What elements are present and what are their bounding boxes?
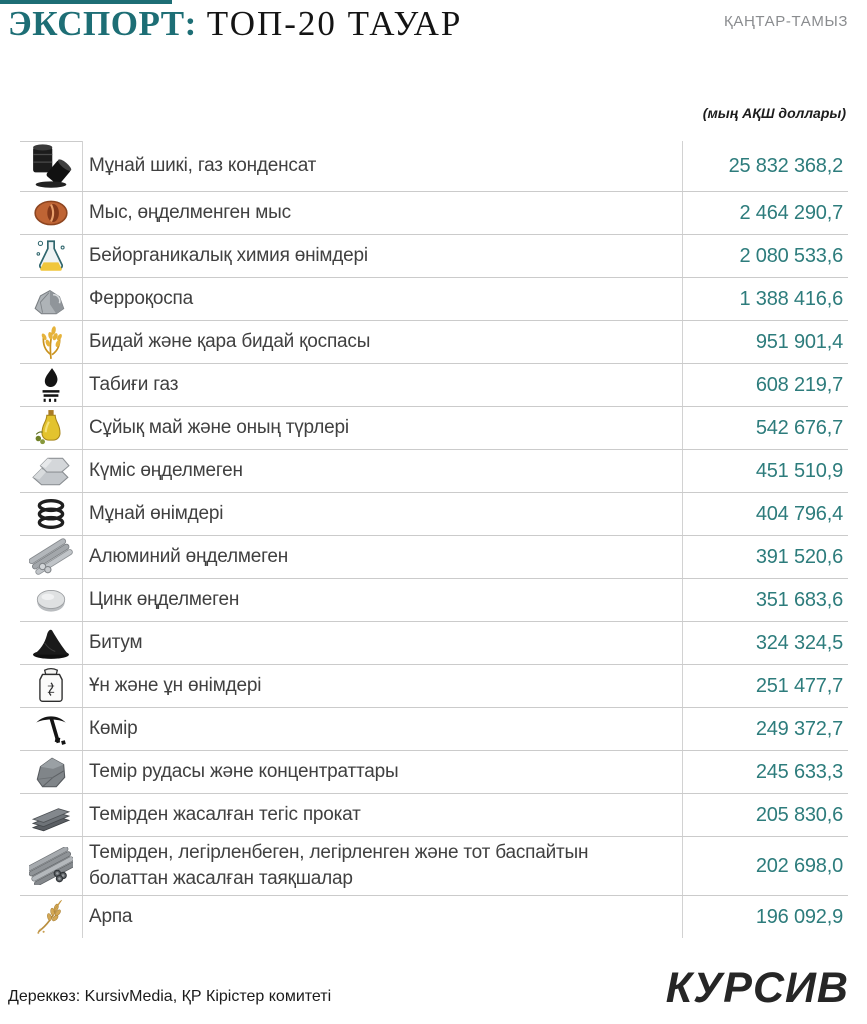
table-row: Ұн және ұн өнімдері 251 477,7 (20, 665, 848, 708)
row-value: 351 683,6 (755, 588, 843, 611)
coal-pickaxe-icon (29, 710, 73, 748)
row-label: Мұнай шикі, газ конденсат (83, 141, 683, 191)
rolled-steel-icon (29, 796, 73, 834)
row-value: 608 219,7 (755, 373, 843, 396)
row-label: Ферроқоспа (83, 278, 683, 320)
row-label: Темірден жасалған тегіс прокат (83, 794, 683, 836)
flour-sack-icon (29, 667, 73, 705)
table-row: Темірден жасалған тегіс прокат 205 830,6 (20, 794, 848, 837)
row-value: 2 464 290,7 (739, 201, 844, 224)
oil-barrels-icon (25, 143, 77, 189)
table-row: Битум 324 324,5 (20, 622, 848, 665)
wheat-icon (29, 323, 73, 361)
table-row: Темірден, легірленбеген, легірленген жән… (20, 837, 848, 897)
row-value: 542 676,7 (755, 416, 843, 439)
page-title: ЭКСПОРТ: ТОП-20 ТАУАР (8, 4, 462, 44)
row-value: 25 832 368,2 (728, 154, 844, 177)
row-label: Арпа (83, 896, 683, 939)
row-label: Темір рудасы және концентраттары (83, 751, 683, 793)
iron-ore-icon (29, 753, 73, 791)
row-label: Цинк өңделмеген (83, 579, 683, 621)
top-accent-bar (0, 0, 172, 4)
row-label: Көмір (83, 708, 683, 750)
row-value: 324 324,5 (755, 631, 843, 654)
table-row: Цинк өңделмеген 351 683,6 (20, 579, 848, 622)
row-value: 2 080 533,6 (739, 244, 844, 267)
table-row: Табиғи газ 608 219,7 (20, 364, 848, 407)
oil-bottle-icon (29, 409, 73, 447)
row-label: Ұн және ұн өнімдері (83, 665, 683, 707)
table-row: Алюминий өңделмеген 391 520,6 (20, 536, 848, 579)
row-value: 251 477,7 (755, 674, 843, 697)
row-value: 249 372,7 (755, 717, 843, 740)
table-row: Мұнай шикі, газ конденсат 25 832 368,2 (20, 141, 848, 192)
table-row: Бидай және қара бидай қоспасы 951 901,4 (20, 321, 848, 364)
barley-icon (29, 898, 73, 936)
table-row: Темір рудасы және концентраттары 245 633… (20, 751, 848, 794)
table-row: Ферроқоспа 1 388 416,6 (20, 278, 848, 321)
row-label: Алюминий өңделмеген (83, 536, 683, 578)
row-label: Күміс өңделмеген (83, 450, 683, 492)
bitumen-pile-icon (29, 624, 73, 662)
title-rest: ТОП-20 ТАУАР (206, 4, 463, 43)
period-label: ҚАҢТАР-ТАМЫЗ (724, 13, 848, 30)
row-label: Мыс, өңделменген мыс (83, 192, 683, 234)
row-value: 391 520,6 (755, 545, 843, 568)
table-row: Сұйық май және оның түрлері 542 676,7 (20, 407, 848, 450)
export-table: Мұнай шикі, газ конденсат 25 832 368,2 М… (20, 141, 848, 939)
row-label: Бейорганикалық химия өнімдері (83, 235, 683, 277)
steel-pipes-icon (29, 847, 73, 886)
row-label: Табиғи газ (83, 364, 683, 406)
silver-ingots-icon (29, 452, 73, 490)
gas-flame-icon (29, 366, 73, 404)
copper-coil-icon (29, 194, 73, 232)
chemistry-flask-icon (29, 237, 73, 275)
table-row: Көмір 249 372,7 (20, 708, 848, 751)
row-value: 205 830,6 (755, 803, 843, 826)
row-value: 196 092,9 (755, 905, 843, 928)
row-value: 245 633,3 (755, 760, 843, 783)
row-label: Битум (83, 622, 683, 664)
ferroalloy-rocks-icon (29, 280, 73, 318)
oil-drums-icon (29, 495, 73, 533)
source-note: Дереккөз: KursivMedia, ҚР Кірістер комит… (8, 988, 332, 1005)
row-value: 451 510,9 (755, 459, 843, 482)
row-value: 951 901,4 (755, 330, 843, 353)
row-value: 202 698,0 (755, 854, 843, 877)
row-label: Бидай және қара бидай қоспасы (83, 321, 683, 363)
kursiv-logo: КУРСИВ (665, 964, 849, 1012)
table-row: Арпа 196 092,9 (20, 896, 848, 939)
table-row: Бейорганикалық химия өнімдері 2 080 533,… (20, 235, 848, 278)
table-row: Мыс, өңделменген мыс 2 464 290,7 (20, 192, 848, 235)
zinc-disc-icon (29, 581, 73, 619)
aluminum-rods-icon (29, 538, 73, 576)
row-label: Мұнай өнімдері (83, 493, 683, 535)
row-value: 404 796,4 (755, 502, 843, 525)
row-label: Темірден, легірленбеген, легірленген жән… (83, 837, 683, 896)
table-row: Күміс өңделмеген 451 510,9 (20, 450, 848, 493)
table-row: Мұнай өнімдері 404 796,4 (20, 493, 848, 536)
title-accent: ЭКСПОРТ: (8, 4, 197, 43)
row-label: Сұйық май және оның түрлері (83, 407, 683, 449)
row-value: 1 388 416,6 (739, 287, 844, 310)
unit-note: (мың АҚШ доллары) (702, 105, 846, 121)
